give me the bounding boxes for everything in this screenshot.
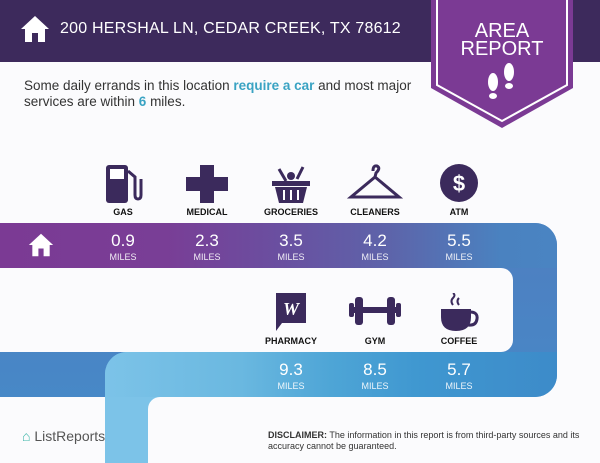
area-report-badge bbox=[431, 0, 573, 128]
logo-house-icon: ⌂ bbox=[22, 428, 31, 444]
service-label-gym: GYM bbox=[364, 336, 386, 346]
home-icon bbox=[28, 233, 54, 257]
service-label-gas: GAS bbox=[113, 207, 133, 217]
distance-value: 8.5 bbox=[363, 360, 387, 379]
distance-unit: MILES bbox=[361, 252, 389, 262]
listreports-logo: ⌂ ListReports bbox=[22, 428, 106, 444]
dollar-icon: $ bbox=[440, 164, 478, 202]
route-inner-gap bbox=[0, 268, 513, 352]
distance-cell-cleaners: 4.2 MILES bbox=[333, 223, 417, 268]
address: 200 HERSHAL LN, CEDAR CREEK, TX 78612 bbox=[60, 20, 401, 37]
route-row2 bbox=[105, 352, 557, 397]
grocery-basket-icon bbox=[272, 166, 310, 203]
service-label-coffee: COFFEE bbox=[440, 336, 478, 346]
distance-cell-groceries: 3.5 MILES bbox=[249, 223, 333, 268]
distance-unit: MILES bbox=[361, 381, 389, 391]
medical-cross-icon bbox=[186, 165, 228, 203]
pharmacy-icon: W bbox=[276, 293, 306, 331]
svg-text:$: $ bbox=[453, 171, 465, 196]
distance-cell-coffee: 5.7 MILES bbox=[417, 352, 501, 397]
dumbbell-icon bbox=[349, 297, 401, 325]
hanger-icon bbox=[346, 164, 404, 199]
distance-unit: MILES bbox=[445, 381, 473, 391]
service-label-medical: MEDICAL bbox=[186, 207, 228, 217]
home-icon bbox=[21, 16, 49, 42]
disclaimer: DISCLAIMER: The information in this repo… bbox=[268, 430, 580, 451]
distance-value: 3.5 bbox=[279, 231, 303, 250]
service-label-groceries: GROCERIES bbox=[263, 207, 318, 217]
distance-unit: MILES bbox=[193, 252, 221, 262]
service-label-cleaners: CLEANERS bbox=[350, 207, 400, 217]
distance-cell-pharmacy: 9.3 MILES bbox=[249, 352, 333, 397]
service-label-atm: ATM bbox=[449, 207, 469, 217]
distance-unit: MILES bbox=[277, 381, 305, 391]
service-label-pharmacy: PHARMACY bbox=[264, 336, 317, 346]
distance-unit: MILES bbox=[109, 252, 137, 262]
distance-value: 5.5 bbox=[447, 231, 471, 250]
distance-value: 2.3 bbox=[195, 231, 219, 250]
badge-title-line1: AREA bbox=[474, 20, 530, 42]
distance-cell-atm: 5.5 MILES bbox=[417, 223, 501, 268]
distance-cell-gym: 8.5 MILES bbox=[333, 352, 417, 397]
distance-cell-gas: 0.9 MILES bbox=[81, 223, 165, 268]
badge-title-line2: REPORT bbox=[460, 38, 544, 60]
gas-pump-icon bbox=[106, 165, 143, 203]
route-row1 bbox=[0, 223, 557, 268]
distance-value: 9.3 bbox=[279, 360, 303, 379]
distance-value: 0.9 bbox=[111, 231, 135, 250]
distance-value: 4.2 bbox=[363, 231, 387, 250]
distance-unit: MILES bbox=[277, 252, 305, 262]
distance-value: 5.7 bbox=[447, 360, 471, 379]
distance-unit: MILES bbox=[445, 252, 473, 262]
footprints-icon bbox=[488, 63, 514, 99]
intro-text: Some daily errands in this location requ… bbox=[24, 78, 412, 109]
coffee-cup-icon bbox=[441, 293, 479, 331]
svg-text:W: W bbox=[283, 299, 301, 319]
distance-cell-medical: 2.3 MILES bbox=[165, 223, 249, 268]
route-inner-gap-bottom bbox=[148, 397, 600, 463]
